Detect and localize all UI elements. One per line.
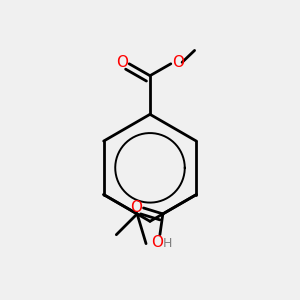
Text: O: O — [116, 55, 128, 70]
Text: O: O — [172, 55, 184, 70]
Text: H: H — [163, 237, 172, 250]
Text: O: O — [130, 200, 142, 215]
Text: O: O — [152, 235, 164, 250]
